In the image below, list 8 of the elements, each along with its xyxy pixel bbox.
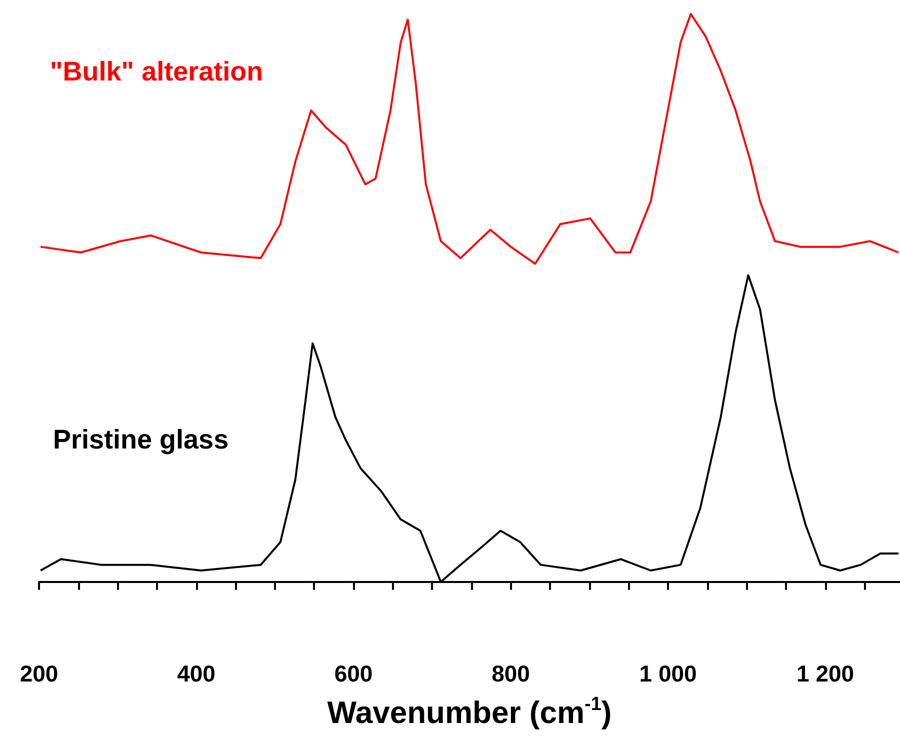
x-tick-label: 1 200: [796, 660, 854, 686]
x-tick-label: 600: [334, 660, 373, 686]
text: Pristine glass: [53, 424, 229, 454]
x-tick-label: 1 000: [639, 660, 697, 686]
x-tick-label: 400: [177, 660, 216, 686]
x-tick-label: 200: [20, 660, 58, 686]
series-label: "Bulk" alteration: [50, 56, 264, 86]
x-tick-label: 800: [492, 660, 530, 686]
